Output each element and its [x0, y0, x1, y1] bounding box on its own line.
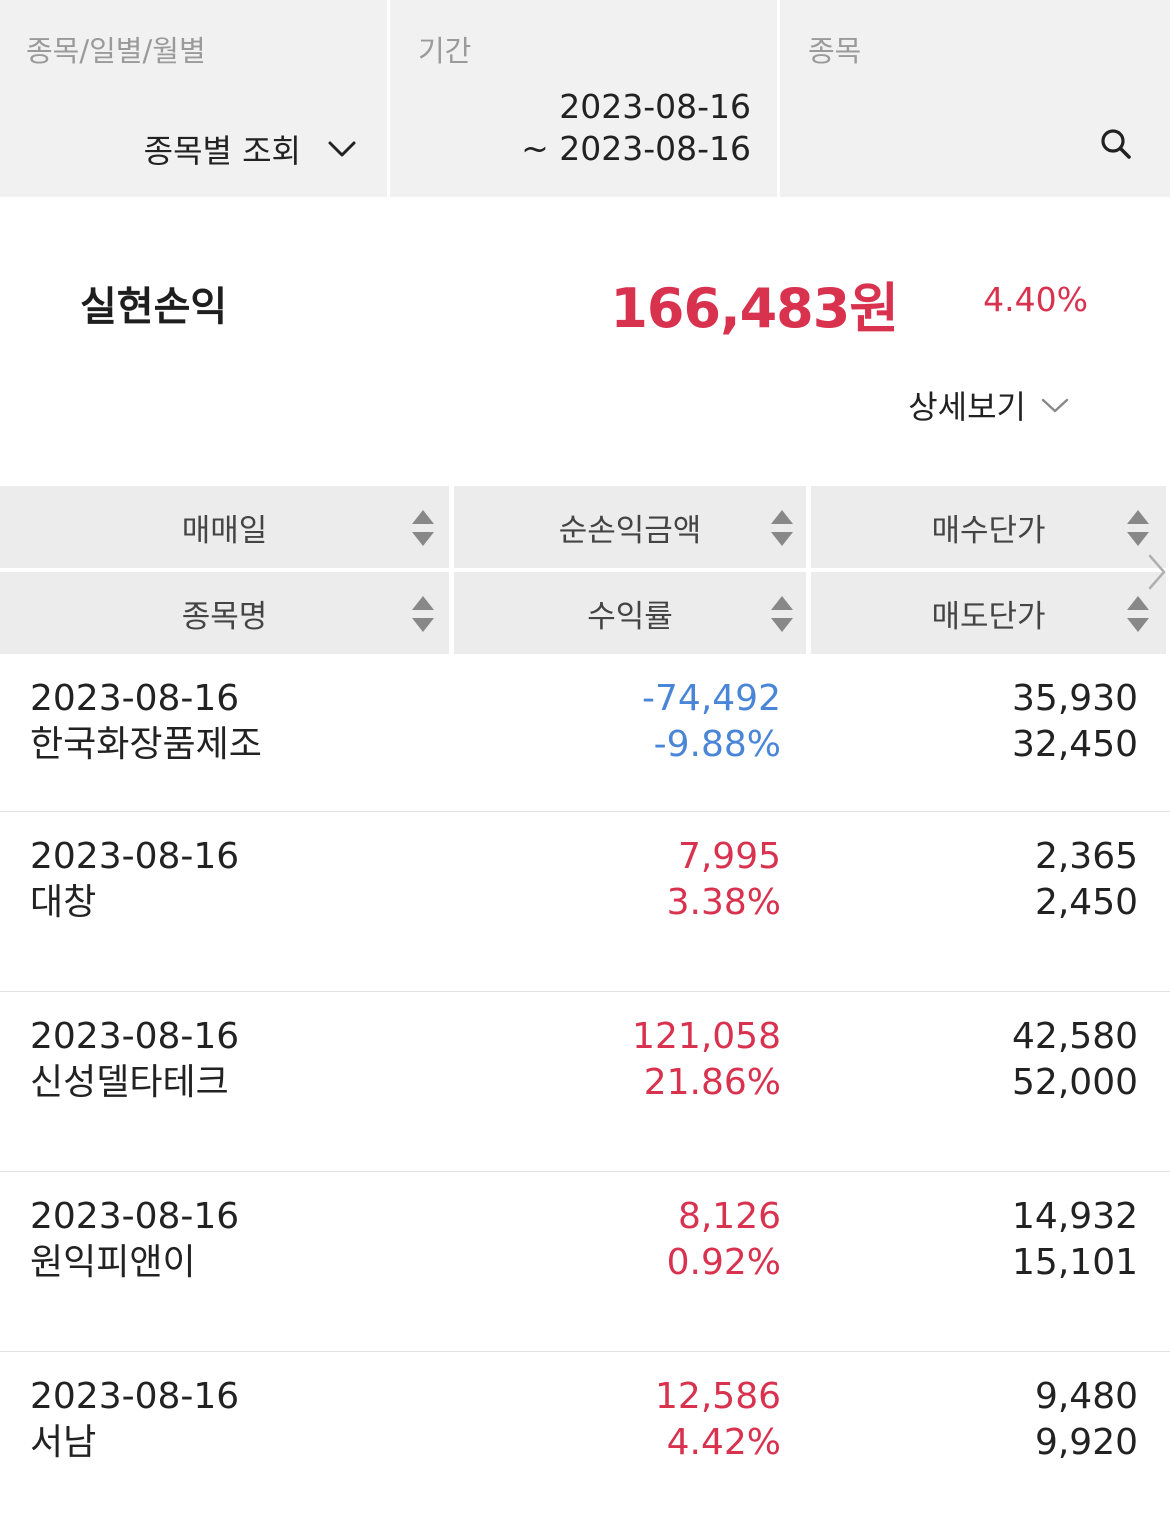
return-rate: 4.42% [666, 1422, 781, 1463]
period-range[interactable]: 2023-08-16 ~ 2023-08-16 [521, 86, 751, 170]
return-rate: 0.92% [666, 1242, 781, 1283]
trade-date: 2023-08-16 [30, 1376, 240, 1417]
net-profit: 7,995 [677, 836, 781, 877]
header-return-rate: 수익률 [587, 598, 673, 635]
sort-net-profit[interactable]: 순손익금액 [454, 486, 806, 568]
net-profit: -74,492 [642, 678, 781, 719]
table-row[interactable]: 2023-08-16 대창 7,995 3.38% 2,365 2,450 [0, 812, 1170, 992]
buy-price: 35,930 [1012, 678, 1138, 719]
detail-view-label: 상세보기 [908, 388, 1026, 426]
table-row[interactable]: 2023-08-16 한국화장품제조 -74,492 -9.88% 35,930… [0, 654, 1170, 812]
header-buy-price: 매수단가 [931, 512, 1046, 549]
sell-price: 52,000 [1012, 1062, 1138, 1103]
header-divider [0, 568, 449, 572]
sort-trade-date[interactable]: 매매일 [0, 486, 449, 568]
trade-date: 2023-08-16 [30, 836, 240, 877]
summary-rate: 4.40% [983, 280, 1088, 319]
net-profit: 121,058 [632, 1016, 781, 1057]
sort-buy-price[interactable]: 매수단가 [811, 486, 1166, 568]
stock-label: 종목 [808, 34, 862, 68]
header-sell-price: 매도단가 [931, 598, 1046, 635]
sell-price: 32,450 [1012, 724, 1138, 765]
period-filter[interactable]: 기간 2023-08-16 ~ 2023-08-16 [390, 0, 777, 197]
header-col-date-name: 매매일 종목명 [0, 486, 449, 654]
summary-title: 실현손익 [80, 284, 228, 330]
stock-name: 원익피앤이 [30, 1242, 196, 1283]
realized-pl-summary: 실현손익 166,483원 4.40% [0, 260, 1170, 340]
sell-price: 9,920 [1034, 1422, 1138, 1463]
buy-price: 42,580 [1012, 1016, 1138, 1057]
header-col-price: 매수단가 매도단가 [811, 486, 1166, 654]
stock-name: 한국화장품제조 [30, 724, 262, 765]
header-col-profit: 순손익금액 수익률 [454, 486, 806, 654]
period-label: 기간 [418, 34, 472, 68]
header-stock-name: 종목명 [181, 598, 268, 635]
sort-return-rate[interactable]: 수익률 [454, 572, 806, 654]
stock-name: 대창 [30, 882, 97, 923]
stock-name: 신성델타테크 [30, 1062, 229, 1103]
summary-amount: 166,483원 [610, 277, 899, 340]
chevron-down-icon [328, 141, 356, 157]
header-trade-date: 매매일 [181, 512, 268, 549]
buy-price: 9,480 [1034, 1376, 1138, 1417]
sort-sell-price[interactable]: 매도단가 [811, 572, 1166, 654]
search-icon[interactable] [1098, 126, 1134, 162]
view-mode-value: 종목별 조회 [143, 132, 301, 170]
buy-price: 14,932 [1012, 1196, 1138, 1237]
view-mode-label: 종목/일별/월별 [26, 34, 206, 68]
view-mode-select[interactable]: 종목별 조회 [144, 126, 357, 172]
table-body: 2023-08-16 한국화장품제조 -74,492 -9.88% 35,930… [0, 654, 1170, 1522]
sort-icon [1127, 510, 1149, 546]
net-profit: 12,586 [655, 1376, 781, 1417]
return-rate: -9.88% [653, 724, 781, 765]
header-divider [811, 568, 1166, 572]
chevron-down-icon [1041, 398, 1069, 413]
sort-icon [412, 510, 434, 546]
header-divider [454, 568, 806, 572]
chevron-right-icon[interactable] [1144, 552, 1170, 592]
detail-view-toggle[interactable]: 상세보기 [908, 382, 1070, 428]
sort-icon [771, 596, 793, 632]
filter-bar: 종목/일별/월별 종목별 조회 기간 2023-08-16 ~ 2023-08-… [0, 0, 1170, 197]
buy-price: 2,365 [1034, 836, 1138, 877]
header-net-profit: 순손익금액 [558, 512, 702, 549]
trade-date: 2023-08-16 [30, 678, 240, 719]
sell-price: 15,101 [1012, 1242, 1138, 1283]
sell-price: 2,450 [1034, 882, 1138, 923]
table-row[interactable]: 2023-08-16 원익피앤이 8,126 0.92% 14,932 15,1… [0, 1172, 1170, 1352]
trade-date: 2023-08-16 [30, 1196, 240, 1237]
return-rate: 3.38% [666, 882, 781, 923]
net-profit: 8,126 [677, 1196, 781, 1237]
sort-icon [412, 596, 434, 632]
trade-date: 2023-08-16 [30, 1016, 240, 1057]
stock-name: 서남 [30, 1422, 97, 1463]
sort-icon [771, 510, 793, 546]
period-end: ~ 2023-08-16 [521, 129, 751, 168]
sort-icon [1127, 596, 1149, 632]
table-header: 매매일 종목명 순손익금액 수익률 매수단가 매도단가 [0, 486, 1170, 654]
table-row[interactable]: 2023-08-16 서남 12,586 4.42% 9,480 9,920 [0, 1352, 1170, 1522]
period-start: 2023-08-16 [559, 87, 751, 126]
return-rate: 21.86% [643, 1062, 781, 1103]
stock-filter[interactable]: 종목 [780, 0, 1170, 197]
view-mode-filter[interactable]: 종목/일별/월별 종목별 조회 [0, 0, 387, 197]
table-row[interactable]: 2023-08-16 신성델타테크 121,058 21.86% 42,580 … [0, 992, 1170, 1172]
sort-stock-name[interactable]: 종목명 [0, 572, 449, 654]
